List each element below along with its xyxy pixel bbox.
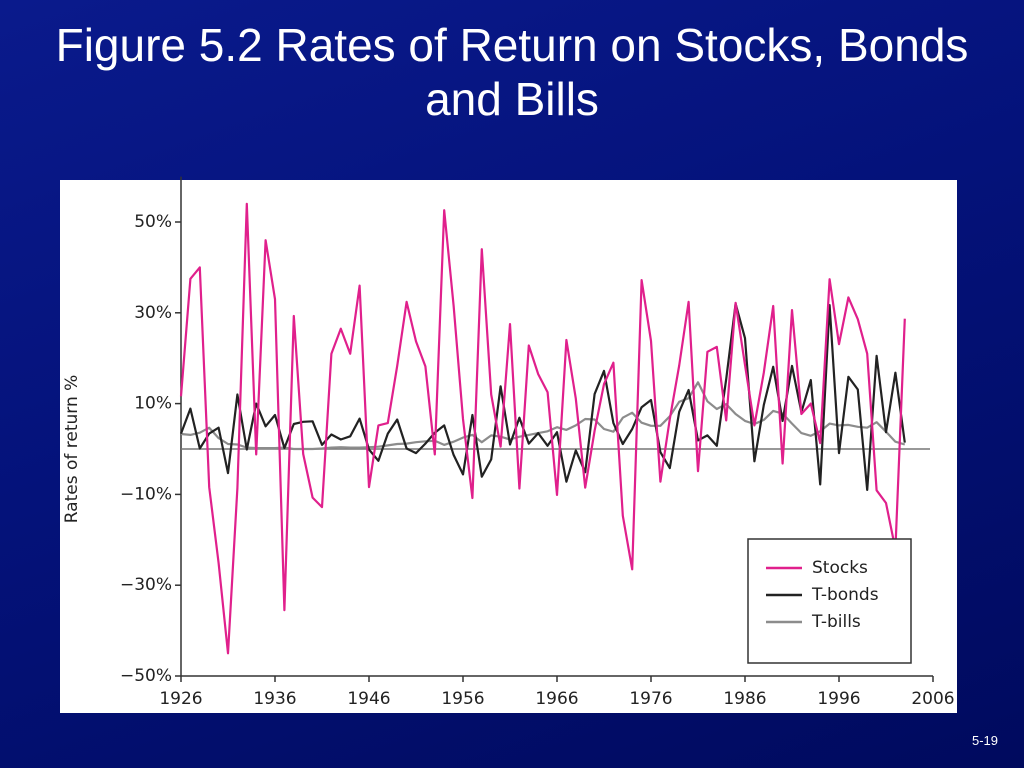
legend-box [747,538,912,664]
x-tick-label: 2006 [911,689,954,709]
y-tick-label: 30% [134,303,172,323]
slide-title: Figure 5.2 Rates of Return on Stocks, Bo… [55,19,969,125]
x-tick-label: 1986 [723,689,766,709]
y-tick-label: 50% [134,212,172,232]
x-tick-label: 1926 [159,689,202,709]
y-axis-label: Rates of return % [62,375,82,524]
series-line [179,202,906,655]
legend-label: T-bonds [811,585,879,605]
y-tick-label: −10% [120,484,172,504]
legend-label: Stocks [812,558,868,578]
y-tick-label: −50% [120,666,172,686]
y-tick-label: −30% [120,575,172,595]
legend-label: T-bills [811,612,861,632]
x-tick-label: 1966 [535,689,578,709]
x-tick-label: 1996 [817,689,860,709]
x-tick-label: 1936 [253,689,296,709]
y-tick-label: 10% [134,394,172,414]
x-tick-label: 1976 [629,689,672,709]
x-tick-label: 1956 [441,689,484,709]
x-tick-label: 1946 [347,689,390,709]
slide-number: 5-19 [971,733,998,748]
